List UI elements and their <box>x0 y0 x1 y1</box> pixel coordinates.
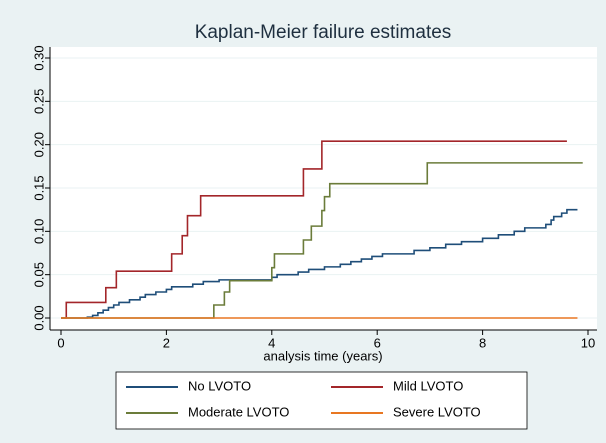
y-tick-label: 0.30 <box>31 45 46 70</box>
legend-label: Mild LVOTO <box>393 378 463 393</box>
y-tick-label: 0.05 <box>31 262 46 287</box>
x-tick-label: 6 <box>374 335 381 350</box>
legend-label: No LVOTO <box>188 378 251 393</box>
legend <box>115 371 528 430</box>
legend-label: Moderate LVOTO <box>188 404 289 419</box>
km-curve <box>61 162 583 319</box>
x-tick-label: 10 <box>581 335 595 350</box>
y-tick-label: 0.15 <box>31 175 46 200</box>
x-tick-label: 2 <box>163 335 170 350</box>
x-tick-label: 4 <box>268 335 275 350</box>
km-curve <box>61 140 567 319</box>
y-tick-label: 0.25 <box>31 89 46 114</box>
y-tick-label: 0.20 <box>31 132 46 157</box>
chart-title: Kaplan-Meier failure estimates <box>195 22 452 43</box>
y-tick-label: 0.10 <box>31 219 46 244</box>
x-axis-label: analysis time (years) <box>263 348 382 363</box>
x-tick-label: 0 <box>57 335 64 350</box>
x-tick-label: 8 <box>479 335 486 350</box>
y-tick-label: 0.00 <box>31 305 46 330</box>
legend-label: Severe LVOTO <box>393 404 481 419</box>
km-curve <box>61 208 578 319</box>
